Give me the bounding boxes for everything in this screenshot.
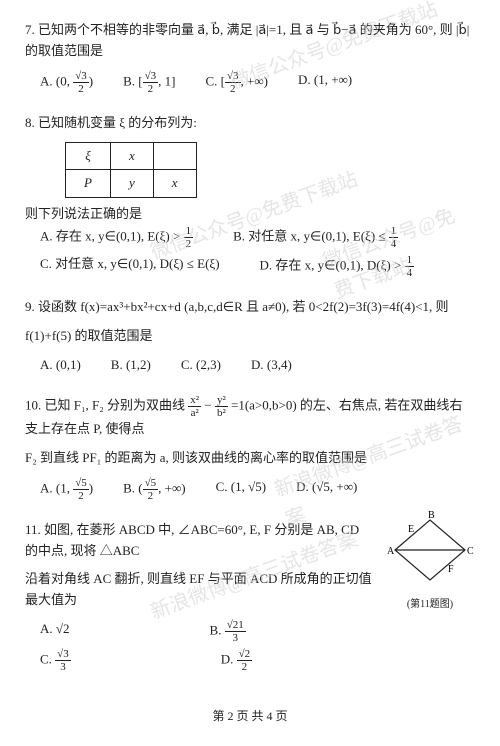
- cell: P: [66, 170, 111, 198]
- question-11: A B C E F (第11题图) 11. 如图, 在菱形 ABCD 中, ∠A…: [25, 520, 475, 678]
- q-subtext: 则下列说法正确的是: [25, 204, 475, 225]
- cell: [153, 142, 196, 170]
- question-7: 7. 已知两个不相等的非零向量 a⃗, b⃗, 满足 |a⃗|=1, 且 a⃗ …: [25, 20, 475, 95]
- option-c: C. √33: [40, 648, 71, 673]
- label-f: F: [448, 564, 454, 575]
- option-c: C. [√32, +∞): [206, 70, 268, 95]
- q-body: 如图, 在菱形 ABCD 中, ∠ABC=60°, E, F 分别是 AB, C…: [25, 522, 359, 558]
- option-a: A. √2: [40, 619, 70, 644]
- option-c: C. (1, √5): [216, 477, 266, 502]
- option-d: D. √22: [221, 648, 252, 673]
- option-c: C. (2,3): [181, 355, 221, 376]
- q-num: 7.: [25, 22, 35, 37]
- label-b: B: [428, 510, 435, 521]
- label-e: E: [408, 524, 414, 535]
- cell: y: [110, 170, 153, 198]
- option-d: D. (√5, +∞): [296, 477, 357, 502]
- option-c: C. 对任意 x, y∈(0,1), D(ξ) ≤ E(ξ): [40, 254, 220, 279]
- option-a: A. (0, √32): [40, 70, 93, 95]
- question-8: 8. 已知随机变量 ξ 的分布列为: ξx Pyx 则下列说法正确的是 A. 存…: [25, 113, 475, 280]
- option-a: A. (1, √52): [40, 477, 93, 502]
- diagram-caption: (第11题图): [385, 597, 475, 613]
- rhombus-diagram: A B C E F (第11题图): [385, 510, 475, 613]
- option-d: D. 存在 x, y∈(0,1), D(ξ) > 14: [260, 254, 415, 279]
- option-a: A. 存在 x, y∈(0,1), E(ξ) > 12: [40, 225, 193, 250]
- option-b: B. [√32, 1]: [123, 70, 175, 95]
- q-num: 11.: [25, 522, 41, 537]
- distribution-table: ξx Pyx: [65, 142, 197, 199]
- q-num: 10.: [25, 397, 41, 412]
- option-b: B. 对任意 x, y∈(0,1), E(ξ) ≤ 14: [233, 225, 398, 250]
- question-10: 10. 已知 F₁, F₂ 分别为双曲线 x²a² − y²b² =1(a>0,…: [25, 394, 475, 502]
- label-c: C: [467, 546, 474, 557]
- option-d: D. (1, +∞): [298, 70, 352, 95]
- option-a: A. (0,1): [40, 355, 81, 376]
- q-body: 已知两个不相等的非零向量 a⃗, b⃗, 满足 |a⃗|=1, 且 a⃗ 与 b…: [25, 22, 469, 58]
- q-num: 8.: [25, 115, 35, 130]
- cell: x: [110, 142, 153, 170]
- q-num: 9.: [25, 299, 35, 314]
- cell: x: [153, 170, 196, 198]
- option-d: D. (3,4): [251, 355, 292, 376]
- cell: ξ: [66, 142, 111, 170]
- q-subtext: F₂ 到直线 PF₁ 的距离为 a, 则该双曲线的离心率的取值范围是: [25, 448, 475, 469]
- option-b: B. (1,2): [111, 355, 151, 376]
- q-body: 设函数 f(x)=ax³+bx²+cx+d (a,b,c,d∈R 且 a≠0),…: [38, 299, 449, 314]
- option-b: B. (√52, +∞): [123, 477, 185, 502]
- page-footer: 第 2 页 共 4 页: [25, 707, 475, 726]
- q-body: 已知随机变量 ξ 的分布列为:: [38, 115, 197, 130]
- option-b: B. √213: [210, 619, 246, 644]
- q-subtext: f(1)+f(5) 的取值范围是: [25, 326, 475, 347]
- question-9: 9. 设函数 f(x)=ax³+bx²+cx+d (a,b,c,d∈R 且 a≠…: [25, 297, 475, 375]
- label-a: A: [387, 546, 395, 557]
